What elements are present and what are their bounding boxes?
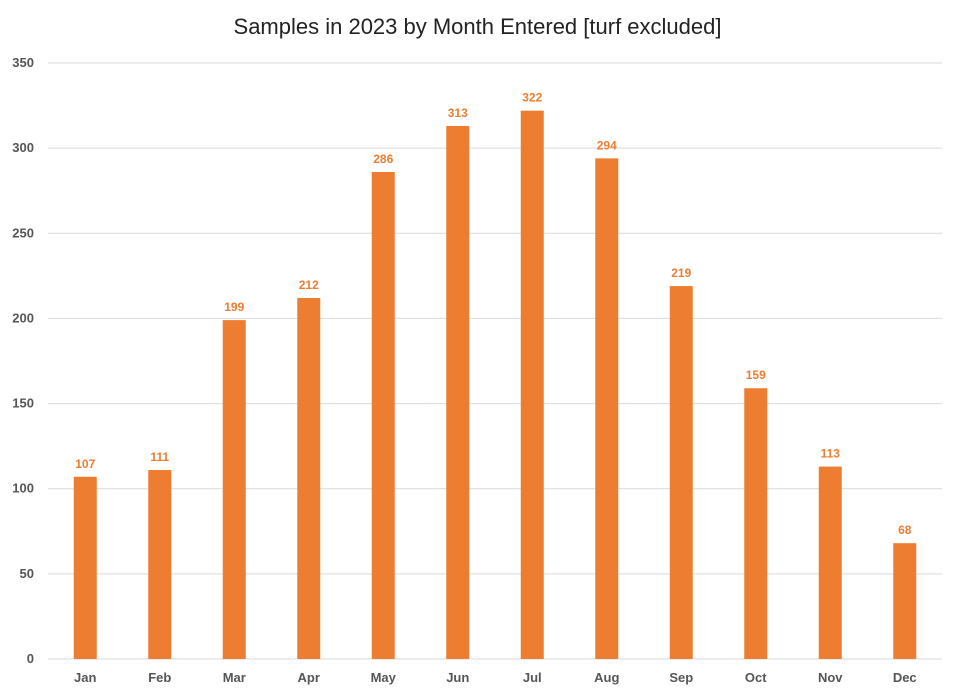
- data-labels: 107 111 199 212 286 313 322 294 219 159 113 68: [75, 91, 912, 538]
- bar-feb: [148, 469, 172, 659]
- bar-jan: [73, 476, 97, 659]
- y-tick-label: 100: [12, 481, 34, 496]
- bar-may: [371, 171, 395, 660]
- y-tick-label: 350: [12, 55, 34, 70]
- x-tick-label: Jul: [523, 670, 542, 685]
- x-tick-label: Feb: [148, 670, 171, 685]
- x-tick-label: Sep: [669, 670, 693, 685]
- bar-nov: [818, 466, 842, 659]
- bar-sep: [669, 286, 693, 659]
- bar-mar: [222, 320, 246, 659]
- gridlines: [48, 62, 942, 660]
- data-label: 159: [746, 368, 766, 382]
- y-tick-label: 300: [12, 140, 34, 155]
- x-tick-label: Apr: [298, 670, 320, 685]
- y-tick-label: 200: [12, 310, 34, 325]
- data-label: 322: [522, 91, 542, 105]
- x-tick-label: Jan: [74, 670, 96, 685]
- bars: [73, 110, 917, 660]
- bar-jul: [520, 110, 544, 660]
- x-tick-label: Aug: [594, 670, 619, 685]
- data-label: 212: [299, 278, 319, 292]
- y-tick-label: 50: [20, 566, 34, 581]
- x-tick-label: Nov: [818, 670, 843, 685]
- bar-aug: [595, 158, 619, 660]
- y-axis: 0 50 100 150 200 250 300 350: [12, 55, 34, 666]
- data-label: 113: [821, 447, 841, 461]
- x-tick-label: Dec: [893, 670, 917, 685]
- data-label: 219: [671, 266, 691, 280]
- y-tick-label: 150: [12, 396, 34, 411]
- bar-oct: [744, 388, 768, 659]
- bar-apr: [297, 297, 321, 659]
- bar-dec: [893, 543, 917, 659]
- x-tick-label: Jun: [446, 670, 469, 685]
- data-label: 294: [597, 138, 617, 152]
- x-tick-label: May: [371, 670, 397, 685]
- x-tick-label: Mar: [223, 670, 246, 685]
- data-label: 199: [224, 300, 244, 314]
- y-tick-label: 250: [12, 225, 34, 240]
- bar-jun: [446, 126, 470, 659]
- x-axis: Jan Feb Mar Apr May Jun Jul Aug Sep Oct Nov Dec: [74, 670, 917, 685]
- data-label: 111: [150, 450, 169, 464]
- y-tick-label: 0: [27, 651, 34, 666]
- chart-title: Samples in 2023 by Month Entered [turf e…: [233, 14, 722, 39]
- data-label: 107: [75, 457, 95, 471]
- x-tick-label: Oct: [745, 670, 767, 685]
- data-label: 313: [448, 106, 468, 120]
- data-label: 68: [898, 523, 912, 537]
- data-label: 286: [373, 152, 393, 166]
